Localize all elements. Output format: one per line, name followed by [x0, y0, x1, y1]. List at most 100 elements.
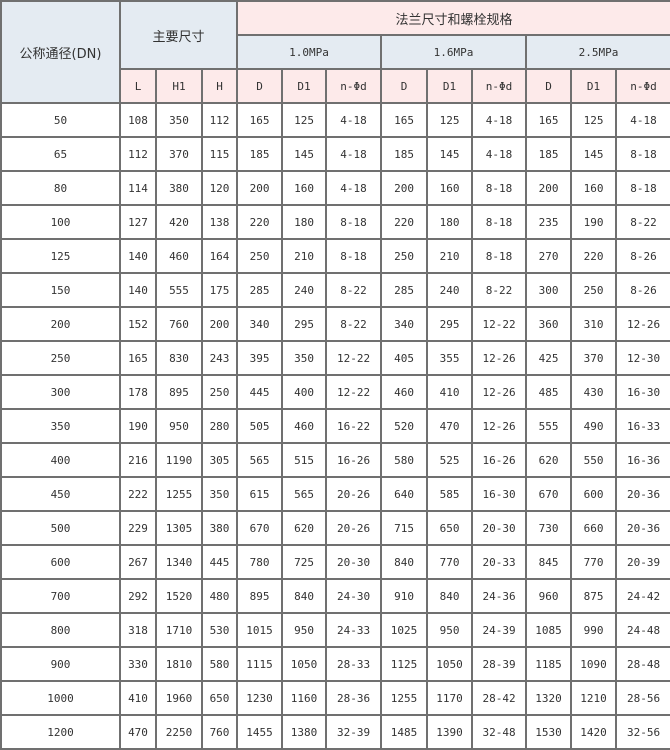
table-cell: 1390: [426, 714, 474, 750]
table-cell: 160: [281, 170, 328, 206]
table-cell: 2250: [155, 714, 203, 750]
table-cell: 1210: [570, 680, 618, 716]
table-row: 200 152 760 200 340 295 8-22 340 295 12-22 360 310 1…: [0, 306, 670, 342]
pressure-header-1-6: 1.6MPa: [380, 34, 528, 70]
table-cell: 16-30: [471, 476, 528, 512]
table-cell: 200: [380, 170, 429, 206]
table-cell: 1230: [236, 680, 284, 716]
table-cell: 620: [525, 442, 573, 478]
table-cell: 270: [525, 238, 573, 274]
table-row: 300 178 895 250 445 400 12-22 460 410 12-26 485 430…: [0, 374, 670, 410]
table-cell: 640: [380, 476, 429, 512]
table-row: 350 190 950 280 505 460 16-22 520 470 12-26 555 490…: [0, 408, 670, 444]
table-cell: 445: [200, 544, 239, 580]
table-cell: 4-18: [325, 102, 383, 138]
table-cell: 16-36: [615, 442, 670, 478]
table-row: 700 292 1520 480 895 840 24-30 910 840 24-36 960 87…: [0, 578, 670, 614]
table-cell: 1520: [155, 578, 203, 614]
table-cell: 165: [236, 102, 284, 138]
table-row: 500 229 1305 380 670 620 20-26 715 650 20-30 730 66…: [0, 510, 670, 546]
table-cell: 240: [426, 272, 474, 308]
table-cell: 515: [281, 442, 328, 478]
table-cell: 190: [119, 408, 157, 444]
table-cell: 950: [426, 612, 474, 648]
table-cell: 12-22: [471, 306, 528, 342]
table-cell: 125: [570, 102, 618, 138]
pressure-header-2-5: 2.5MPa: [525, 34, 670, 70]
table-cell: 20-36: [615, 476, 670, 512]
column-header-row: L H1 H D D1 n-Φd D D1 n-Φd D D1 n-Φd: [1, 68, 670, 104]
table-cell: 200: [200, 306, 239, 342]
table-cell: 145: [570, 136, 618, 172]
table-cell: 280: [200, 408, 239, 444]
table-cell: 12-26: [471, 340, 528, 376]
dn-cell: 65: [0, 136, 121, 172]
table-cell: 310: [570, 306, 618, 342]
table-cell: 670: [236, 510, 284, 546]
table-cell: 165: [380, 102, 429, 138]
pressure-header-1-0: 1.0MPa: [236, 34, 383, 70]
table-cell: 770: [426, 544, 474, 580]
table-cell: 1380: [281, 714, 328, 750]
table-cell: 4-18: [615, 102, 670, 138]
table-cell: 730: [525, 510, 573, 546]
table-cell: 910: [380, 578, 429, 614]
table-cell: 20-39: [615, 544, 670, 580]
table-cell: 250: [570, 272, 618, 308]
table-cell: 520: [380, 408, 429, 444]
table-cell: 1050: [426, 646, 474, 682]
table-cell: 425: [525, 340, 573, 376]
table-cell: 292: [119, 578, 157, 614]
table-cell: 410: [426, 374, 474, 410]
dn-header: 公称通径(DN): [0, 0, 121, 104]
table-cell: 8-18: [615, 136, 670, 172]
table-row: 50 108 350 112 165 125 4-18 165 125 4-18 165 125 4-1…: [0, 102, 670, 138]
table-row: 900 330 1810 580 1115 1050 28-33 1125 1050 28-39 1…: [0, 646, 670, 682]
table-cell: 1160: [281, 680, 328, 716]
table-cell: 1090: [570, 646, 618, 682]
table-cell: 350: [281, 340, 328, 376]
table-cell: 210: [281, 238, 328, 274]
table-cell: 895: [236, 578, 284, 614]
table-cell: 460: [281, 408, 328, 444]
table-cell: 185: [380, 136, 429, 172]
table-cell: 1810: [155, 646, 203, 682]
table-cell: 140: [119, 272, 157, 308]
table-cell: 760: [155, 306, 203, 342]
table-cell: 164: [200, 238, 239, 274]
table-cell: 1015: [236, 612, 284, 648]
dn-cell: 200: [0, 306, 121, 342]
table-cell: 490: [570, 408, 618, 444]
table-cell: 8-18: [325, 238, 383, 274]
dn-cell: 50: [0, 102, 121, 138]
table-cell: 24-36: [471, 578, 528, 614]
table-cell: 24-30: [325, 578, 383, 614]
column-header: L: [119, 68, 157, 104]
table-cell: 340: [380, 306, 429, 342]
table-cell: 285: [236, 272, 284, 308]
table-cell: 12-26: [471, 374, 528, 410]
table-cell: 216: [119, 442, 157, 478]
table-row: 600 267 1340 445 780 725 20-30 840 770 20-33 845 77…: [0, 544, 670, 580]
table-cell: 28-48: [615, 646, 670, 682]
dn-cell: 250: [0, 340, 121, 376]
table-cell: 585: [426, 476, 474, 512]
table-cell: 760: [200, 714, 239, 750]
table-cell: 220: [570, 238, 618, 274]
table-cell: 20-26: [325, 510, 383, 546]
table-cell: 114: [119, 170, 157, 206]
table-cell: 580: [380, 442, 429, 478]
dn-cell: 1200: [0, 714, 121, 750]
table-cell: 470: [426, 408, 474, 444]
dn-cell: 700: [0, 578, 121, 614]
table-cell: 24-39: [471, 612, 528, 648]
table-cell: 127: [119, 204, 157, 240]
table-cell: 178: [119, 374, 157, 410]
table-cell: 145: [426, 136, 474, 172]
dn-cell: 500: [0, 510, 121, 546]
table-cell: 600: [570, 476, 618, 512]
table-row: 125 140 460 164 250 210 8-18 250 210 8-18 270 220 8-…: [0, 238, 670, 274]
flange-header: 法兰尺寸和螺栓规格: [236, 0, 670, 36]
table-cell: 12-22: [325, 374, 383, 410]
